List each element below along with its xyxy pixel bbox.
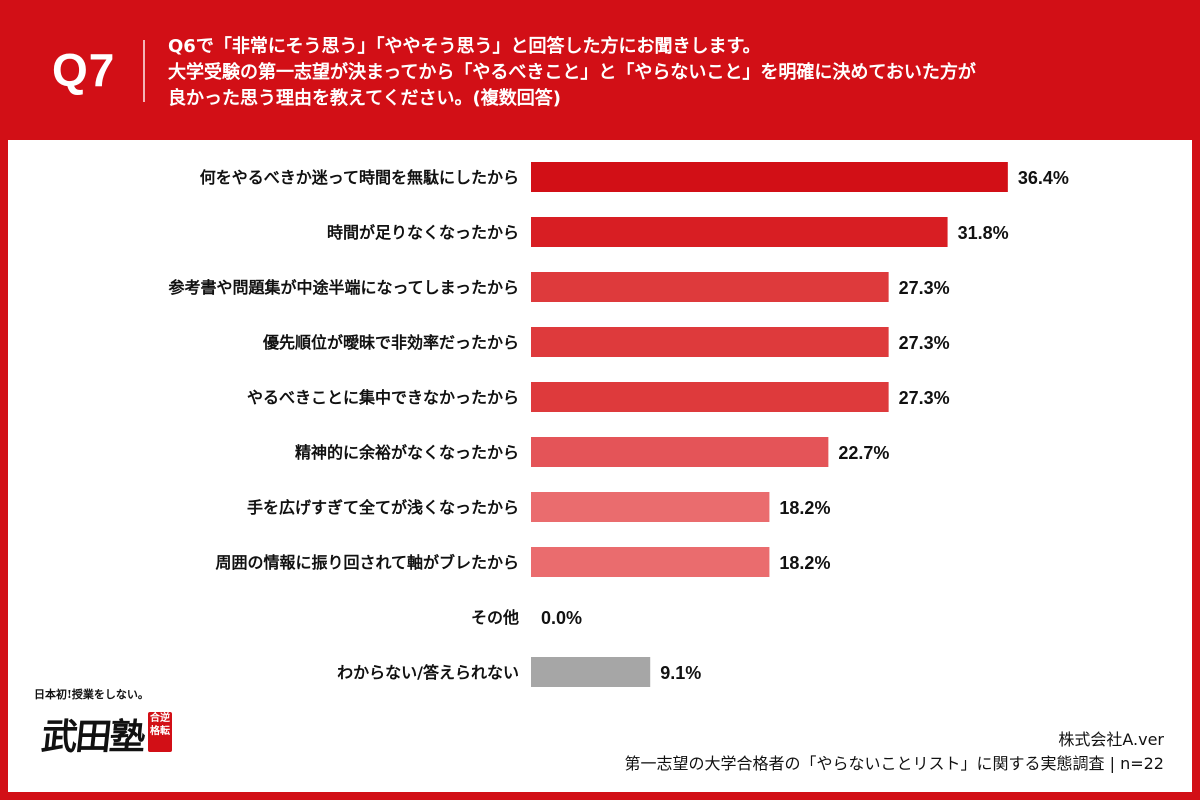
company-name: 株式会社A.ver	[1058, 730, 1164, 749]
value-label: 9.1%	[660, 663, 701, 683]
category-label: 時間が足りなくなったから	[327, 223, 519, 242]
value-label: 18.2%	[779, 498, 830, 518]
header: Q7 Q6で「非常にそう思う」「ややそう思う」と回答した方にお聞きします。 大学…	[0, 0, 1200, 140]
value-label: 18.2%	[779, 553, 830, 573]
bar	[531, 547, 770, 577]
question-line-3: 良かった思う理由を教えてください。(複数回答)	[168, 88, 562, 109]
category-label: 参考書や問題集が中途半端になってしまったから	[168, 278, 519, 297]
bar	[531, 272, 889, 302]
question-number: Q7	[52, 44, 116, 96]
logo-seal: 合逆格転	[148, 712, 172, 752]
footer: 株式会社A.ver 第一志望の大学合格者の「やらないことリスト」に関する実態調査…	[625, 728, 1164, 776]
category-label: その他	[471, 608, 519, 627]
category-label: 何をやるべきか迷って時間を無駄にしたから	[200, 168, 519, 187]
category-label: 手を広げすぎて全てが浅くなったから	[247, 498, 519, 517]
bar	[531, 492, 770, 522]
question-line-1: Q6で「非常にそう思う」「ややそう思う」と回答した方にお聞きします。	[168, 36, 761, 57]
takedajuku-logo: 日本初!授業をしない。 武田塾 合逆格転	[34, 682, 184, 772]
header-divider	[143, 40, 145, 102]
chart-panel: 何をやるべきか迷って時間を無駄にしたから 36.4% 時間が足りなくなったから 31.…	[8, 140, 1192, 792]
logo-tagline: 日本初!授業をしない。	[34, 688, 149, 701]
value-label: 22.7%	[838, 443, 889, 463]
logo-name: 武田塾	[39, 716, 146, 758]
category-label: 精神的に余裕がなくなったから	[295, 443, 519, 462]
category-label: わからない/答えられない	[337, 663, 519, 682]
bar	[531, 382, 889, 412]
bar	[531, 437, 829, 467]
bar	[531, 657, 651, 687]
category-label: やるべきことに集中できなかったから	[247, 388, 519, 407]
category-label: 周囲の情報に振り回されて軸がブレたから	[215, 553, 519, 572]
bar	[531, 162, 1008, 192]
bar	[531, 217, 948, 247]
value-label: 36.4%	[1018, 168, 1069, 188]
value-label: 27.3%	[899, 278, 950, 298]
bar	[531, 327, 889, 357]
value-label: 27.3%	[899, 388, 950, 408]
value-label: 0.0%	[541, 608, 582, 628]
value-label: 27.3%	[899, 333, 950, 353]
category-label: 優先順位が曖昧で非効率だったから	[262, 333, 519, 352]
survey-title: 第一志望の大学合格者の「やらないことリスト」に関する実態調査 | n=22	[624, 754, 1164, 773]
bar-chart: 何をやるべきか迷って時間を無駄にしたから 36.4% 時間が足りなくなったから 31.…	[168, 162, 1069, 687]
question-line-2: 大学受験の第一志望が決まってから「やるべきこと」と「やらないこと」を明確に決めて…	[168, 62, 976, 83]
question-text: Q6で「非常にそう思う」「ややそう思う」と回答した方にお聞きします。 大学受験の…	[168, 34, 1168, 112]
value-label: 31.8%	[958, 223, 1009, 243]
